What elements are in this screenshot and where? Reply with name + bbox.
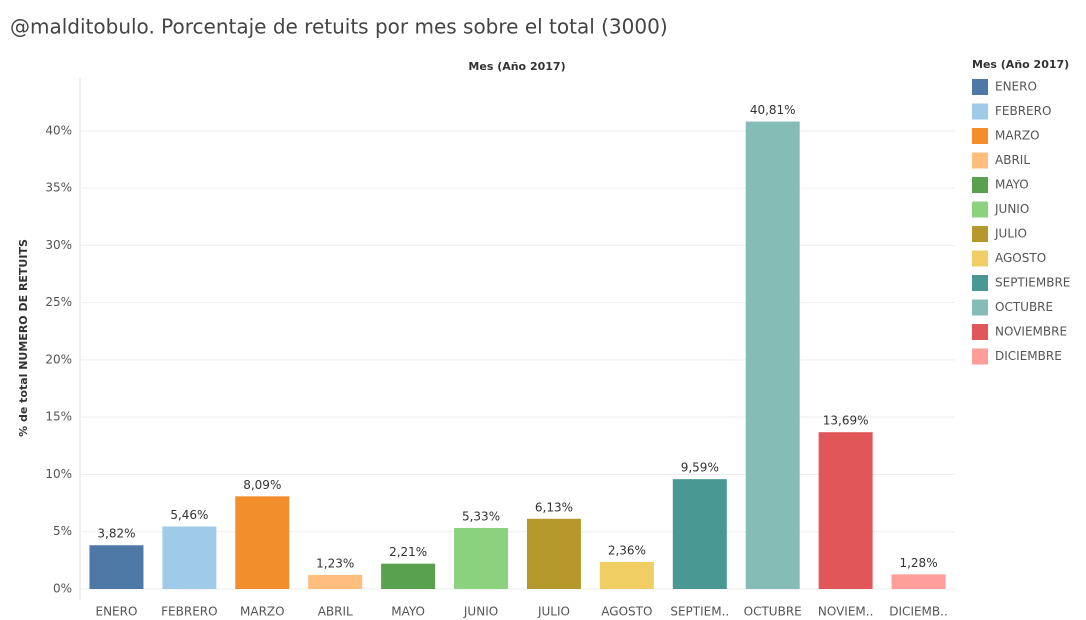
bar [891,574,946,589]
value-label: 5,46% [170,508,208,522]
x-tick-label: NOVIEM.. [818,605,874,619]
legend-label: AGOSTO [995,251,1046,265]
legend-label: ENERO [995,80,1037,94]
bar [308,574,363,589]
legend-swatch [972,79,988,95]
x-tick-label: OCTUBRE [744,605,802,619]
y-tick-label: 40% [45,123,72,137]
y-tick-label: 35% [45,181,72,195]
legend-swatch [972,275,988,291]
bar [89,545,144,589]
legend-label: JULIO [994,227,1027,241]
bar [599,561,654,589]
x-tick-label: ABRIL [318,605,353,619]
y-tick-label: 5% [53,524,72,538]
y-tick-label: 30% [45,238,72,252]
legend-label: ABRIL [995,153,1030,167]
legend-swatch [972,348,988,365]
x-tick-label: FEBRERO [161,605,217,619]
y-tick-label: 20% [45,352,72,366]
x-tick-label: JUNIO [463,605,498,619]
legend-label: NOVIEMBRE [995,325,1067,339]
value-label: 13,69% [823,414,869,428]
bar [381,563,436,589]
legend-swatch [972,201,988,218]
legend-label: MAYO [995,178,1029,192]
value-label: 1,28% [899,556,937,570]
bar [818,432,873,589]
y-tick-label: 0% [53,582,72,596]
value-label: 5,33% [462,509,500,523]
x-tick-label: DICIEMB.. [889,605,948,619]
legend-label: FEBRERO [995,104,1051,118]
value-label: 8,09% [243,478,281,492]
value-label: 1,23% [316,556,354,570]
value-label: 40,81% [750,103,796,117]
column-header: Mes (Año 2017) [468,60,565,73]
x-tick-label: AGOSTO [601,605,652,619]
legend-label: MARZO [995,129,1040,143]
legend-swatch [972,128,988,144]
legend-swatch [972,250,988,267]
value-label: 9,59% [681,461,719,475]
legend-label: DICIEMBRE [995,349,1062,363]
bar [235,496,290,589]
legend-swatch [972,103,988,120]
legend-swatch [972,152,988,169]
value-label: 6,13% [535,500,573,514]
y-tick-label: 15% [45,410,72,424]
x-tick-label: JULIO [537,605,570,619]
legend-title: Mes (Año 2017) [972,58,1069,71]
x-tick-label: MARZO [240,605,285,619]
y-axis-label: % de total NUMERO DE RETUITS [17,239,30,437]
legend-swatch [972,324,988,340]
value-label: 2,36% [608,543,646,557]
value-label: 2,21% [389,545,427,559]
value-label: 3,82% [97,527,135,541]
x-tick-label: ENERO [95,605,137,619]
legend-label: JUNIO [994,202,1029,216]
y-tick-label: 10% [45,467,72,481]
y-tick-label: 25% [45,295,72,309]
bar [745,121,800,589]
bar [162,526,217,589]
legend-swatch [972,177,988,193]
x-tick-label: SEPTIEM.. [670,605,729,619]
legend-label: OCTUBRE [995,300,1053,314]
bar [672,479,727,589]
bar [526,518,581,589]
chart-title: @malditobulo. Porcentaje de retuits por … [10,15,668,39]
legend-swatch [972,226,988,242]
legend-label: SEPTIEMBRE [995,276,1070,290]
legend-swatch [972,299,988,316]
bar [454,527,509,589]
x-tick-label: MAYO [391,605,425,619]
